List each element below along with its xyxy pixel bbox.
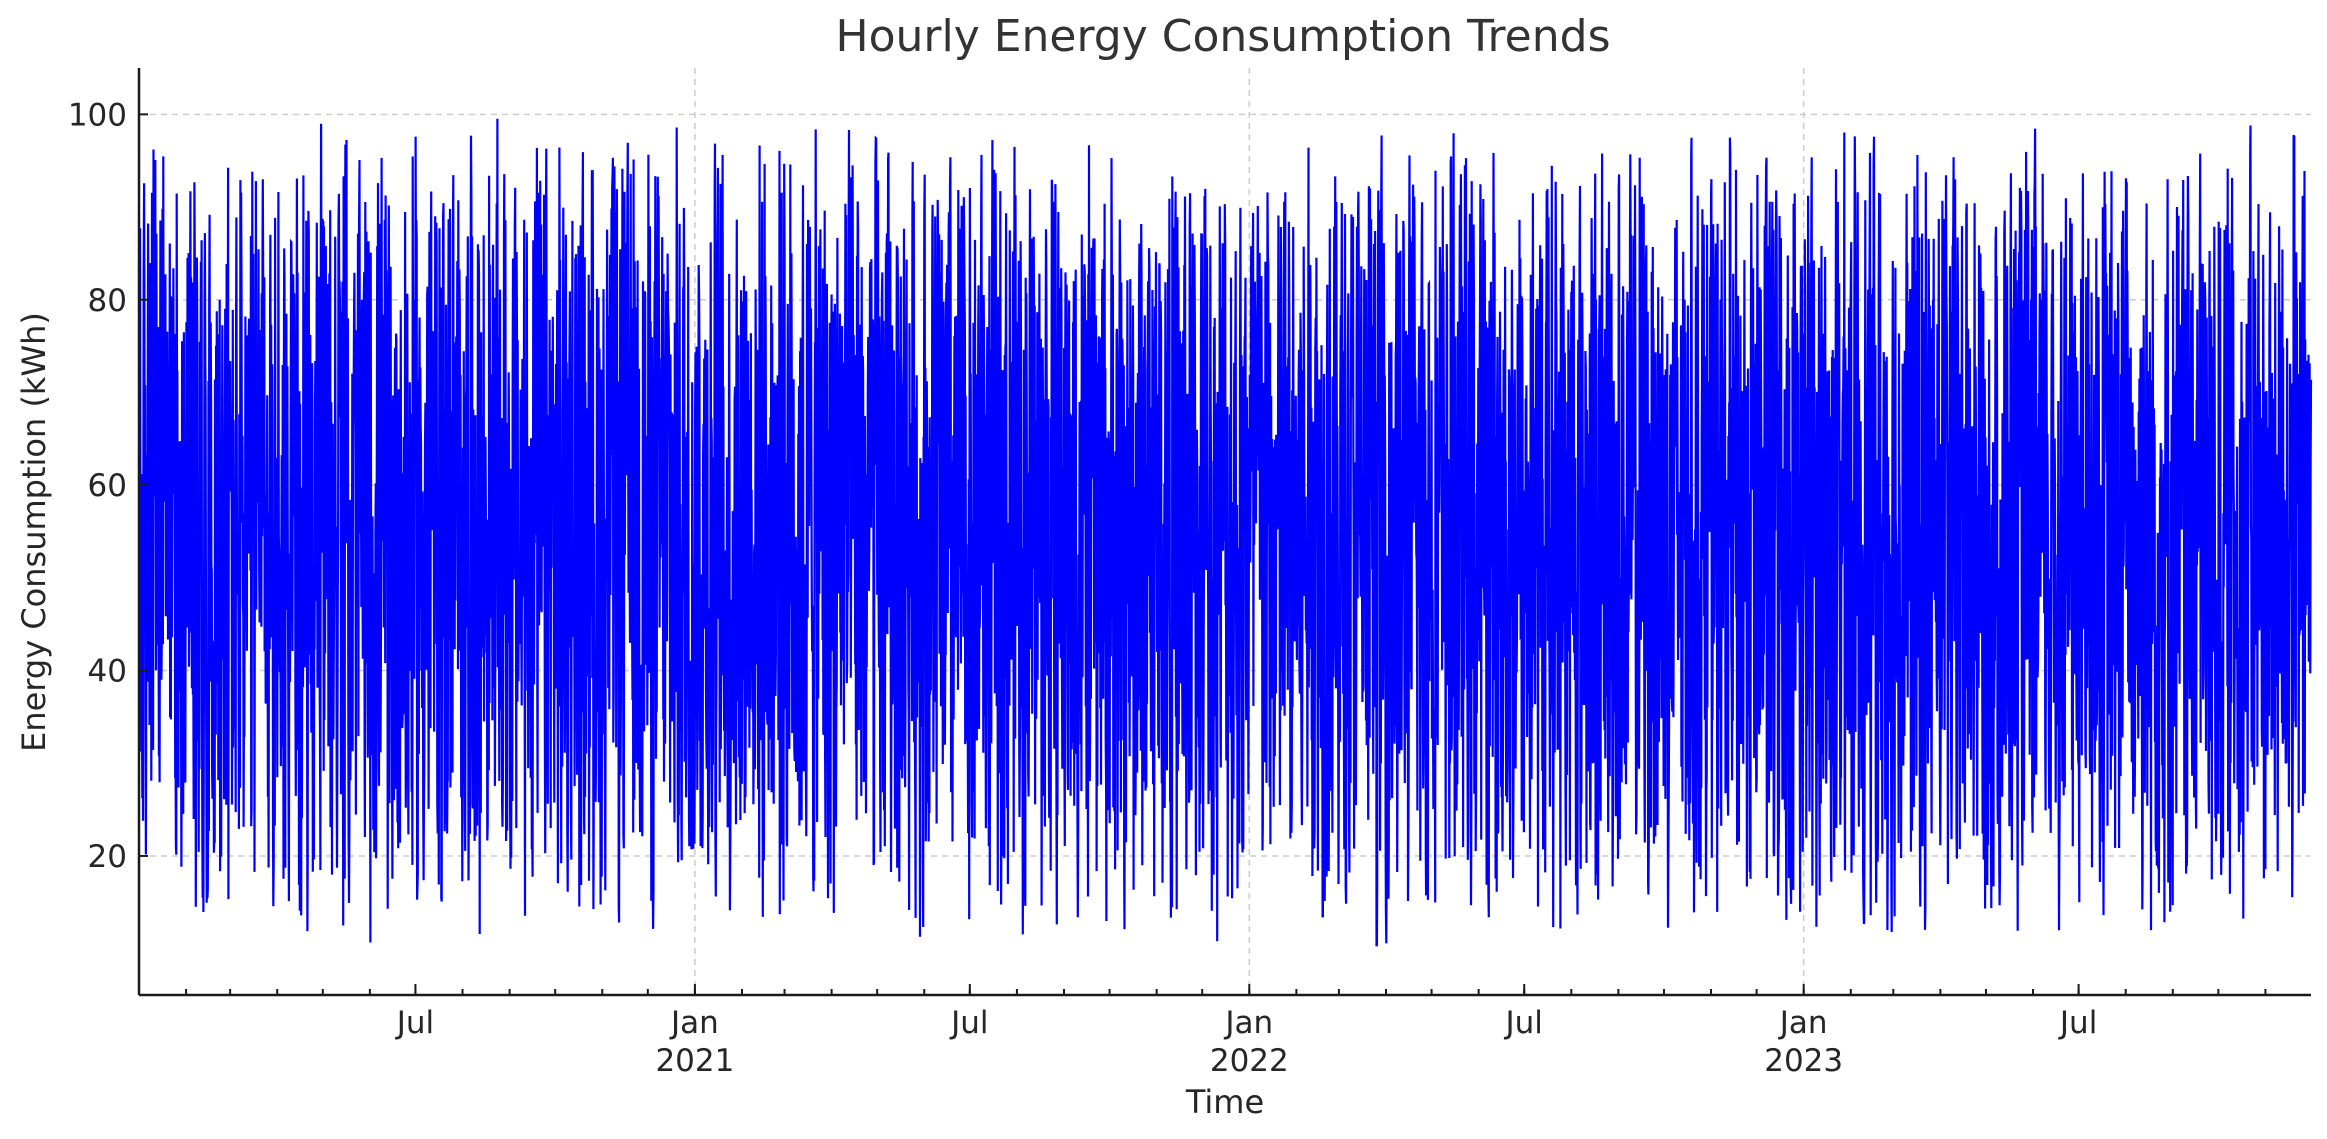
x-tick-label: Jul [1504,1005,1543,1041]
x-tick-label: Jul [949,1005,988,1041]
data-series [137,118,2313,947]
series-line [137,118,2313,947]
y-tick-label: 80 [88,283,127,319]
y-axis-label: Energy Consumption (kWh) [15,312,53,752]
axes [137,68,2311,997]
y-tick-label: 100 [68,97,127,133]
x-tick-label: Jan [669,1005,719,1041]
x-tick-label: Jul [395,1005,434,1041]
y-tick-label: 60 [88,468,127,504]
y-tick-label: 40 [88,654,127,690]
y-ticks: 20 40 60 80 100 [68,97,148,875]
x-tick-year-label: 2023 [1764,1043,1843,1079]
x-tick-year-label: 2021 [655,1043,734,1079]
chart-title: Hourly Energy Consumption Trends [835,11,1610,62]
y-tick-label: 20 [88,839,127,875]
x-tick-label: Jul [2058,1005,2097,1041]
x-axis-label: Time [1185,1083,1264,1121]
x-tick-label: Jan [1778,1005,1828,1041]
x-tick-label: Jan [1223,1005,1273,1041]
x-tick-year-label: 2022 [1210,1043,1289,1079]
